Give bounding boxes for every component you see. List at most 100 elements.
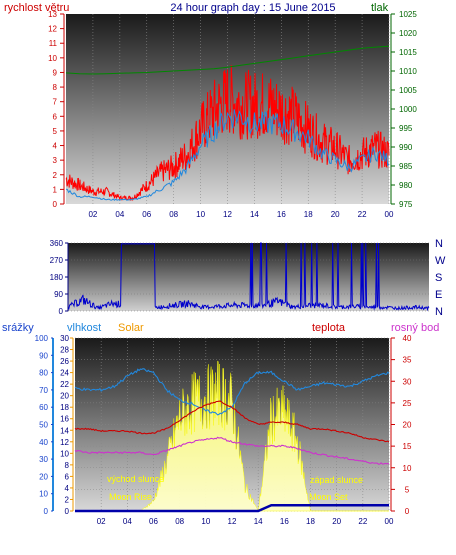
right-tick-label: 990 [399, 143, 413, 152]
temperature-tick-label: 30 [403, 377, 412, 386]
humidity-tick-label: 2 [65, 495, 70, 504]
x-tick-label: 04 [123, 517, 132, 526]
wind-speed-label: rychlost větru [4, 2, 69, 14]
series-rychlost-vetru [65, 65, 390, 202]
x-tick-label: 14 [250, 210, 259, 219]
rain-tick-label: 60 [39, 403, 48, 412]
humidity-tick-label: 12 [60, 438, 69, 447]
temperature-tick-label: 40 [403, 334, 412, 343]
x-tick-label: 16 [280, 517, 289, 526]
series-rosny-bod [74, 436, 390, 465]
compass-label: E [435, 289, 442, 301]
rain-tick-label: 40 [39, 438, 48, 447]
wind-panel-series [65, 45, 390, 202]
sunrise-label: východ slunce [107, 474, 164, 484]
x-tick-label: 10 [201, 517, 210, 526]
x-tick-label: 16 [277, 210, 286, 219]
x-tick-label: 22 [358, 517, 367, 526]
series-teplota [74, 400, 390, 443]
rain-tick-label: 90 [39, 351, 48, 360]
humidity-tick-label: 20 [60, 392, 69, 401]
temp-panel-x-axis: 02 04 06 08 10 12 14 16 18 20 22 00 [97, 517, 394, 526]
x-tick-label: 22 [358, 210, 367, 219]
x-tick-label: 08 [169, 210, 178, 219]
rain-label: srážky [2, 322, 34, 334]
right-tick-label: 1020 [399, 29, 417, 38]
rain-tick-label: 20 [39, 472, 48, 481]
left-tick-label: 2 [53, 171, 58, 180]
humidity-tick-label: 8 [65, 461, 70, 470]
right-tick-label: 995 [399, 124, 413, 133]
left-tick-label: 5 [53, 127, 58, 136]
rain-tick-label: 50 [39, 421, 48, 430]
series-wind-direction [67, 242, 430, 312]
left-tick-label: 4 [53, 142, 58, 151]
pressure-label: tlak [371, 2, 389, 14]
right-tick-label: 975 [399, 200, 413, 209]
right-tick-label: 1000 [399, 105, 417, 114]
compass-label: S [435, 272, 442, 284]
temp-panel-series [74, 360, 390, 513]
series-wind-average [65, 109, 390, 201]
compass-label: N [435, 238, 443, 250]
x-tick-label: 02 [88, 210, 97, 219]
x-tick-label: 04 [115, 210, 124, 219]
humidity-label: vlhkost [67, 322, 101, 334]
chart-title: 24 hour graph day : 15 June 2015 [170, 2, 335, 14]
x-tick-label: 06 [142, 210, 151, 219]
right-tick-label: 1010 [399, 67, 417, 76]
left-tick-label: 11 [49, 39, 58, 48]
temperature-tick-label: 25 [403, 399, 412, 408]
direction-tick-label: 360 [50, 239, 64, 248]
rain-tick-label: 80 [39, 369, 48, 378]
left-tick-label: 7 [53, 98, 58, 107]
humidity-tick-label: 18 [60, 403, 69, 412]
wind-panel-x-axis: 02 04 06 08 10 12 14 16 18 20 22 00 [88, 210, 394, 219]
humidity-tick-label: 0 [65, 507, 70, 516]
left-tick-label: 8 [53, 83, 58, 92]
left-tick-label: 10 [48, 54, 57, 63]
direction-tick-label: 90 [54, 290, 63, 299]
pressure-axis: 975 980 985 990 995 1000 1005 1010 1015 1020 1025 [390, 10, 417, 209]
x-tick-label: 14 [254, 517, 263, 526]
right-tick-label: 1015 [399, 48, 417, 57]
left-tick-label: 6 [53, 112, 58, 121]
temperature-tick-label: 20 [403, 421, 412, 430]
x-tick-label: 18 [306, 517, 315, 526]
left-tick-label: 9 [53, 68, 58, 77]
temperature-tick-label: 15 [403, 442, 412, 451]
rain-tick-label: 10 [39, 490, 48, 499]
humidity-tick-label: 14 [60, 426, 69, 435]
direction-series [67, 242, 430, 312]
x-tick-label: 06 [149, 517, 158, 526]
direction-axis: 0 90 180 270 360 [50, 239, 69, 316]
temperature-tick-label: 35 [403, 356, 412, 365]
left-tick-label: 3 [53, 156, 58, 165]
temp-panel-axes: 0102030405060708090100024681012141618202… [35, 334, 412, 516]
temperature-tick-label: 0 [405, 507, 410, 516]
direction-tick-label: 270 [50, 256, 64, 265]
direction-tick-label: 180 [50, 273, 64, 282]
temperature-tick-label: 5 [405, 485, 410, 494]
solar-label: Solar [118, 322, 144, 334]
x-tick-label: 20 [331, 210, 340, 219]
temperature-label: teplota [312, 322, 346, 334]
x-tick-label: 20 [332, 517, 341, 526]
humidity-tick-label: 4 [65, 484, 70, 493]
humidity-tick-label: 28 [60, 346, 69, 355]
sunset-label: západ slunce [310, 475, 363, 485]
left-tick-label: 0 [53, 200, 58, 209]
moonrise-label: Moon Rise [109, 492, 152, 502]
humidity-tick-label: 10 [60, 449, 69, 458]
x-tick-label: 12 [223, 210, 232, 219]
rain-tick-label: 0 [44, 507, 49, 516]
x-tick-label: 00 [385, 517, 394, 526]
x-tick-label: 08 [175, 517, 184, 526]
left-tick-label: 12 [48, 25, 57, 34]
dewpoint-label: rosný bod [391, 322, 439, 334]
compass-label: N [435, 306, 443, 318]
series-tlak [65, 45, 390, 75]
